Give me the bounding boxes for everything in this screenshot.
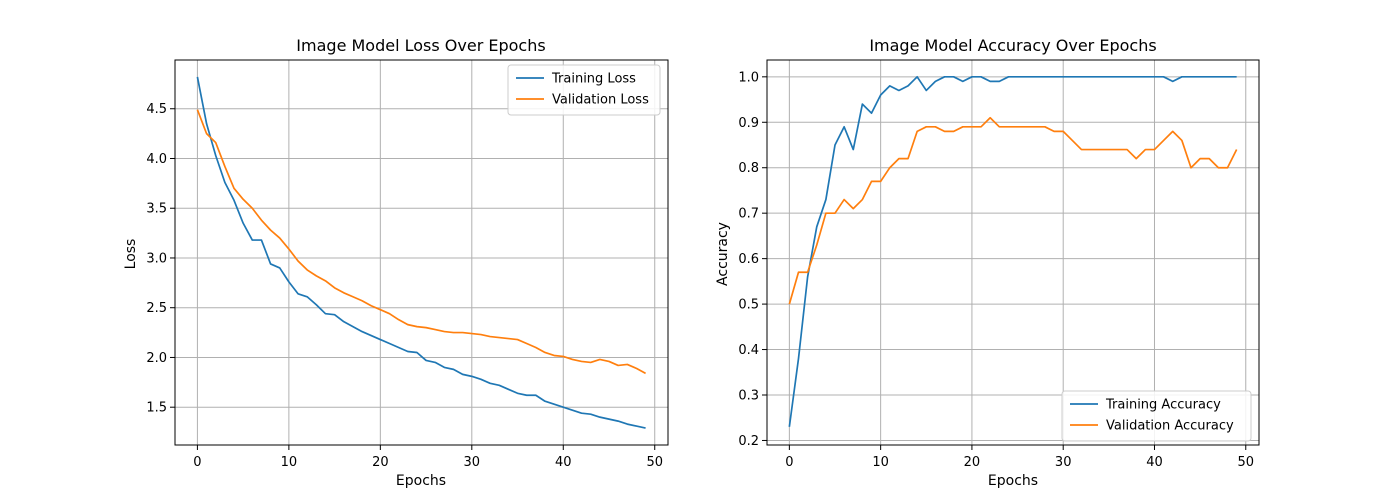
x-tick-label: 20: [372, 455, 389, 470]
x-tick-label: 0: [785, 455, 793, 470]
legend-label: Training Loss: [551, 72, 636, 87]
x-tick-label: 40: [1146, 455, 1163, 470]
y-tick-label: 3.0: [146, 251, 167, 266]
y-tick-label: 1.5: [146, 401, 167, 416]
chart-accuracy: Image Model Accuracy Over Epochs Epochs …: [715, 36, 1260, 489]
x-tick-label: 10: [872, 455, 889, 470]
x-tick-label: 50: [646, 455, 663, 470]
legend: Training Loss Validation Loss: [507, 64, 661, 116]
y-tick-label: 0.8: [738, 161, 759, 176]
y-tick-label: 4.0: [146, 152, 167, 167]
x-tick-label: 20: [964, 455, 981, 470]
y-tick-label: 2.5: [146, 301, 167, 316]
plot-area: 0 10 20 30 40 50 0.2 0.3 0.4 0.5 0.6 0.7 0.8 0.9 1.0 Tr…: [738, 59, 1260, 470]
y-axis-label: Accuracy: [715, 222, 731, 286]
x-axis-label: Epochs: [988, 473, 1038, 489]
chart-loss: Image Model Loss Over Epochs Epochs Loss…: [123, 36, 669, 489]
legend-box: [1061, 390, 1252, 442]
plot-area: 0 10 20 30 40 50 1.5 2.0 2.5 3.0 3.5 4.0 4.5 Training…: [146, 59, 669, 470]
y-tick-label: 1.0: [738, 70, 759, 85]
axes-frame: [766, 59, 1260, 446]
y-tick-label: 4.5: [146, 102, 167, 117]
series-line: [788, 116, 1238, 305]
legend-label: Validation Loss: [552, 93, 649, 108]
chart-title: Image Model Loss Over Epochs: [296, 36, 545, 55]
series-line: [196, 76, 646, 429]
y-tick-label: 0.7: [738, 207, 759, 222]
legend-label: Validation Accuracy: [1106, 419, 1234, 434]
series-line: [788, 75, 1237, 427]
legend-box: [507, 64, 661, 116]
x-tick-label: 30: [464, 455, 481, 470]
y-axis-label: Loss: [123, 239, 139, 270]
y-tick-label: 0.3: [738, 389, 759, 404]
chart-title: Image Model Accuracy Over Epochs: [869, 36, 1156, 55]
y-tick-label: 0.5: [738, 298, 759, 313]
series-line: [196, 109, 646, 375]
x-tick-label: 30: [1055, 455, 1072, 470]
legend: Training Accuracy Validation Accuracy: [1061, 390, 1252, 442]
x-tick-label: 10: [281, 455, 298, 470]
legend-label: Training Accuracy: [1105, 398, 1221, 413]
y-tick-label: 0.9: [738, 116, 759, 131]
axes-frame: [174, 59, 669, 446]
x-tick-label: 50: [1237, 455, 1254, 470]
y-tick-label: 0.6: [738, 252, 759, 267]
y-tick-label: 3.5: [146, 202, 167, 217]
x-tick-label: 40: [555, 455, 572, 470]
x-tick-label: 0: [193, 455, 201, 470]
y-tick-label: 0.4: [738, 343, 759, 358]
y-tick-label: 2.0: [146, 351, 167, 366]
y-tick-label: 0.2: [738, 434, 759, 449]
x-axis-label: Epochs: [396, 473, 446, 489]
